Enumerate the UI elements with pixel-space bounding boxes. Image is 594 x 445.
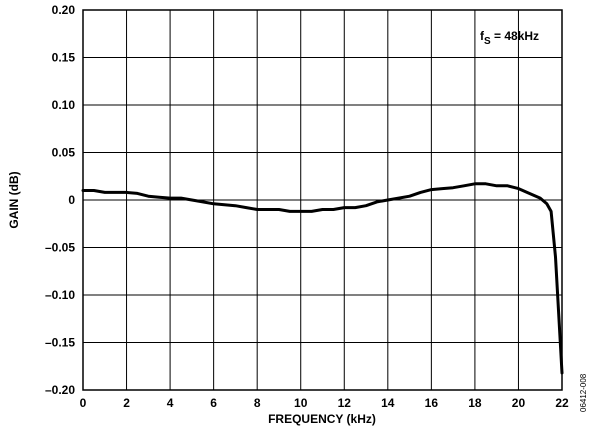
x-tick-label: 2 — [123, 396, 130, 410]
x-tick-label: 16 — [425, 396, 439, 410]
x-tick-label: 4 — [167, 396, 174, 410]
x-tick-label: 10 — [294, 396, 308, 410]
x-tick-label: 0 — [80, 396, 87, 410]
chart-grid — [83, 10, 562, 390]
y-tick-label: –0.10 — [45, 288, 75, 302]
y-tick-label: 0.10 — [52, 98, 76, 112]
x-tick-label: 12 — [338, 396, 352, 410]
annotation-subscript: S — [484, 36, 491, 47]
figure-id: 06412-008 — [579, 373, 588, 412]
x-tick-label: 22 — [555, 396, 569, 410]
x-tick-label: 6 — [210, 396, 217, 410]
x-axis-label: FREQUENCY (kHz) — [268, 412, 376, 426]
y-tick-label: 0.20 — [52, 3, 76, 17]
gain-response-line — [81, 182, 564, 375]
annotation-f: f — [480, 29, 485, 43]
y-tick-label: –0.05 — [45, 241, 75, 255]
series-layer — [81, 182, 564, 375]
plot-border — [82, 9, 563, 391]
plot-frame — [82, 9, 563, 391]
y-tick-label: 0 — [68, 193, 75, 207]
annotation-value: = 48kHz — [491, 29, 539, 43]
sample-rate-annotation: fS = 48kHz — [480, 29, 539, 47]
y-tick-labels: 0.20 0.15 0.10 0.05 0 –0.05 –0.10 –0.15 –0.20 — [45, 3, 75, 397]
x-tick-labels: 0 2 4 6 8 10 12 14 16 18 20 22 — [80, 396, 569, 410]
x-tick-label: 20 — [512, 396, 526, 410]
y-tick-label: –0.15 — [45, 336, 75, 350]
y-tick-label: 0.05 — [52, 146, 76, 160]
y-tick-label: 0.15 — [52, 51, 76, 65]
x-tick-label: 8 — [254, 396, 261, 410]
y-tick-label: –0.20 — [45, 383, 75, 397]
y-axis-label: GAIN (dB) — [7, 171, 21, 228]
x-tick-label: 18 — [468, 396, 482, 410]
x-tick-label: 14 — [381, 396, 395, 410]
